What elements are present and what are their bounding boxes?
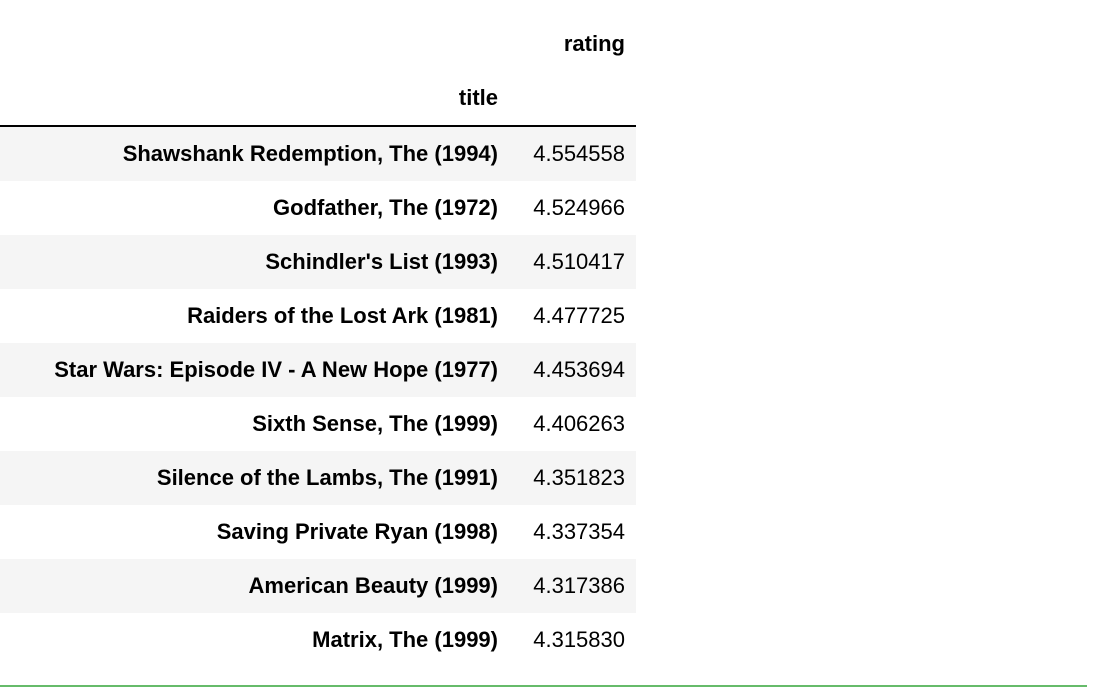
row-title: Shawshank Redemption, The (1994)	[0, 125, 510, 181]
index-name-row: title	[0, 71, 636, 126]
table-row: Matrix, The (1999) 4.315830	[0, 613, 636, 667]
header-blank-cell	[0, 17, 510, 71]
row-title: Star Wars: Episode IV - A New Hope (1977…	[54, 357, 498, 382]
row-rating: 4.510417	[533, 249, 625, 274]
row-title: Sixth Sense, The (1999)	[252, 411, 498, 436]
row-title: Matrix, The (1999)	[312, 627, 498, 652]
index-name-blank-cell	[510, 71, 636, 126]
table-header: rating title	[0, 17, 636, 126]
row-title: American Beauty (1999)	[248, 573, 498, 598]
row-rating: 4.351823	[533, 465, 625, 490]
row-rating: 4.315830	[533, 627, 625, 652]
table-row: Schindler's List (1993) 4.510417	[0, 235, 636, 289]
row-rating: 4.317386	[533, 573, 625, 598]
row-rating: 4.406263	[533, 411, 625, 436]
table-row: Silence of the Lambs, The (1991) 4.35182…	[0, 451, 636, 505]
row-title: Godfather, The (1972)	[273, 195, 498, 220]
table-row: Shawshank Redemption, The (1994) 4.55455…	[0, 125, 636, 181]
row-title: Raiders of the Lost Ark (1981)	[187, 303, 498, 328]
table-row: Star Wars: Episode IV - A New Hope (1977…	[0, 343, 636, 397]
row-rating: 4.453694	[533, 357, 625, 382]
column-header-rating: rating	[563, 31, 625, 56]
table-row: American Beauty (1999) 4.317386	[0, 559, 636, 613]
row-title: Silence of the Lambs, The (1991)	[156, 465, 498, 490]
row-rating: 4.477725	[533, 303, 625, 328]
table-body: Shawshank Redemption, The (1994) 4.55455…	[0, 125, 636, 667]
dataframe-table: rating title Shawshank Redemption, The (…	[0, 17, 636, 667]
column-header-row: rating	[0, 17, 636, 71]
active-cell-border	[0, 685, 1087, 687]
table-row: Saving Private Ryan (1998) 4.337354	[0, 505, 636, 559]
row-rating: 4.554558	[510, 125, 636, 181]
table-row: Raiders of the Lost Ark (1981) 4.477725	[0, 289, 636, 343]
row-title: Saving Private Ryan (1998)	[216, 519, 498, 544]
index-name-title: title	[458, 85, 498, 110]
row-title: Schindler's List (1993)	[265, 249, 498, 274]
row-rating: 4.524966	[533, 195, 625, 220]
table-row: Sixth Sense, The (1999) 4.406263	[0, 397, 636, 451]
table-row: Godfather, The (1972) 4.524966	[0, 181, 636, 235]
row-rating: 4.337354	[533, 519, 625, 544]
